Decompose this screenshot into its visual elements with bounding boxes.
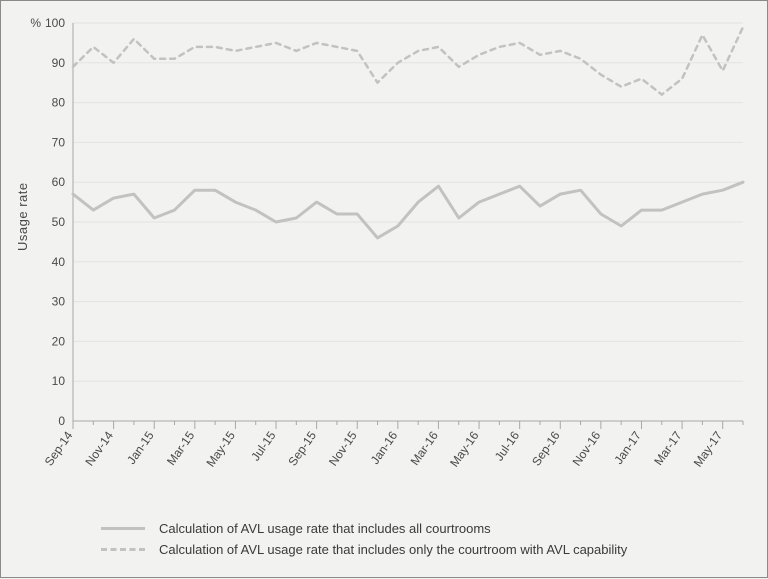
x-tick-label: May-17: [691, 428, 726, 469]
x-tick-label: Sep-14: [42, 428, 76, 468]
y-tick-label: 100: [45, 16, 65, 30]
x-tick-label: Nov-15: [326, 428, 360, 468]
y-tick-label: 50: [52, 215, 66, 229]
line-chart-svg: 0102030405060708090100%Sep-14Nov-14Jan-1…: [1, 1, 768, 513]
x-tick-label: Jan-15: [124, 428, 157, 466]
x-tick-label: May-16: [447, 428, 482, 469]
series-all-courtrooms: [73, 182, 743, 238]
chart-frame: { "chart": { "type": "line", "ylabel": "…: [0, 0, 768, 578]
x-tick-label: Sep-15: [285, 428, 319, 468]
y-tick-label: 10: [52, 374, 66, 388]
legend: Calculation of AVL usage rate that inclu…: [101, 521, 627, 563]
y-tick-label: 0: [58, 414, 65, 428]
series-avl-capable-only: [73, 27, 743, 95]
y-tick-label: 30: [52, 295, 66, 309]
x-tick-label: Nov-16: [570, 428, 604, 468]
legend-label-avl-only: Calculation of AVL usage rate that inclu…: [159, 542, 627, 557]
y-tick-label: 20: [52, 334, 66, 348]
legend-item-all-courtrooms: Calculation of AVL usage rate that inclu…: [101, 521, 627, 536]
x-tick-label: Sep-16: [529, 428, 563, 468]
x-tick-label: Jul-16: [492, 428, 522, 463]
chart-container: Usage rate 0 10 20 30 40 50 60 70 80 90 100% Sep-14…: [1, 1, 768, 579]
percent-symbol: %: [30, 16, 41, 30]
x-tick-label: Jan-17: [611, 428, 644, 466]
legend-item-avl-only: Calculation of AVL usage rate that inclu…: [101, 542, 627, 557]
y-tick-label: 60: [52, 175, 66, 189]
legend-swatch-dashed: [101, 548, 145, 551]
x-tick-label: Mar-17: [651, 428, 684, 467]
y-axis-label: Usage rate: [15, 182, 30, 251]
x-tick-label: Jan-16: [368, 428, 401, 466]
x-tick-label: Jul-15: [248, 428, 278, 463]
x-tick-label: Nov-14: [82, 428, 116, 468]
legend-label-all-courtrooms: Calculation of AVL usage rate that inclu…: [159, 521, 491, 536]
x-tick-label: May-15: [203, 428, 238, 469]
x-tick-label: Mar-16: [408, 428, 441, 467]
x-tick-label: Mar-15: [164, 428, 197, 467]
y-tick-label: 40: [52, 255, 66, 269]
legend-swatch-solid: [101, 527, 145, 530]
y-tick-label: 90: [52, 56, 66, 70]
y-tick-label: 80: [52, 96, 66, 110]
y-tick-label: 70: [52, 135, 66, 149]
